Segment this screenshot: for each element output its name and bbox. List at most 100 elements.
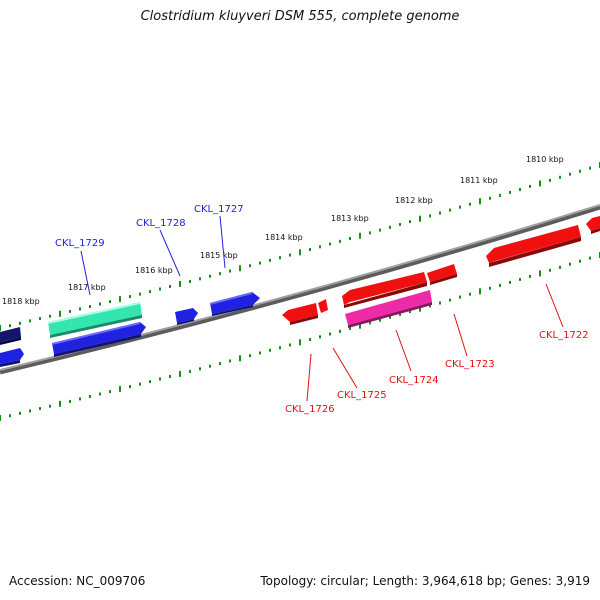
minor-tick (109, 390, 111, 394)
major-tick (299, 339, 301, 346)
minor-tick (399, 222, 401, 226)
minor-tick (199, 367, 201, 371)
minor-tick (389, 315, 391, 319)
minor-tick (439, 301, 441, 305)
gene-arrow-blue-edge[interactable] (0, 348, 24, 367)
gene-arrow-ckl-1729[interactable] (48, 302, 142, 338)
minor-tick (569, 172, 571, 176)
major-tick (479, 288, 481, 295)
major-tick (479, 198, 481, 205)
minor-tick (189, 369, 191, 373)
gene-arrow-ckl-1725[interactable] (342, 272, 427, 308)
major-tick (59, 400, 61, 407)
minor-tick (319, 245, 321, 249)
minor-tick (229, 359, 231, 363)
minor-tick (559, 175, 561, 179)
scale-labels: 1818 kbp 1817 kbp 1816 kbp 1815 kbp 1814… (2, 155, 564, 306)
gene-arrow-dark[interactable] (0, 327, 21, 345)
scale-ticks-bottom (0, 252, 600, 421)
minor-tick (549, 268, 551, 272)
minor-tick (99, 302, 101, 306)
gene-label-ckl-1724: CKL_1724 (389, 375, 439, 386)
minor-tick (449, 298, 451, 302)
minor-tick (189, 279, 191, 283)
minor-tick (549, 178, 551, 182)
major-tick (359, 322, 361, 329)
minor-tick (139, 292, 141, 296)
gene-label-ckl-1726: CKL_1726 (285, 404, 335, 415)
minor-tick (339, 239, 341, 243)
gene-arrow-ckl-1722[interactable] (486, 225, 581, 267)
minor-tick (169, 285, 171, 288)
gene-arrow-ckl-1728[interactable] (175, 308, 198, 325)
minor-tick (19, 411, 21, 415)
gene-arrow-ckl-1724[interactable] (345, 290, 432, 328)
minor-tick (39, 407, 41, 411)
minor-tick (579, 169, 581, 173)
leader-ckl-1724 (395, 329, 412, 372)
minor-tick (409, 220, 411, 224)
major-tick (539, 270, 541, 277)
minor-tick (309, 248, 311, 251)
label-leaders (80, 215, 564, 402)
scale-label: 1818 kbp (2, 297, 40, 306)
scale-label: 1814 kbp (265, 233, 303, 242)
gene-arrow-red-edge[interactable] (586, 216, 600, 234)
minor-tick (139, 382, 141, 386)
minor-tick (329, 332, 331, 336)
minor-tick (9, 324, 11, 328)
minor-tick (19, 321, 21, 325)
minor-tick (279, 256, 281, 260)
minor-tick (219, 362, 221, 366)
minor-tick (509, 280, 511, 284)
minor-tick (469, 292, 471, 296)
minor-tick (109, 300, 111, 304)
minor-tick (529, 274, 531, 278)
minor-tick (339, 329, 341, 333)
minor-tick (69, 399, 71, 403)
leader-ckl-1723 (453, 313, 468, 357)
scale-label: 1810 kbp (526, 155, 564, 164)
gene-arrow-ckl-1726[interactable] (282, 299, 328, 325)
minor-tick (199, 277, 201, 281)
major-tick (59, 310, 61, 317)
gene-label-ckl-1725: CKL_1725 (337, 390, 387, 401)
major-tick (419, 215, 421, 222)
leader-ckl-1727 (219, 215, 226, 269)
minor-tick (349, 237, 351, 240)
minor-tick (219, 272, 221, 276)
gene-label-ckl-1727: CKL_1727 (194, 204, 244, 215)
minor-tick (149, 380, 151, 384)
map-title: Clostridium kluyveri DSM 555, complete g… (140, 9, 460, 24)
minor-tick (89, 395, 91, 398)
gene-arrow-blue-long[interactable] (52, 322, 146, 357)
minor-tick (319, 335, 321, 339)
minor-tick (29, 409, 31, 413)
major-tick (419, 305, 421, 312)
minor-tick (369, 321, 371, 325)
minor-tick (209, 364, 211, 368)
gene-arrow-ckl-1727[interactable] (210, 292, 260, 316)
gene-label-ckl-1723: CKL_1723 (445, 359, 495, 370)
minor-tick (39, 317, 41, 321)
topology-summary: Topology: circular; Length: 3,964,618 bp… (260, 574, 590, 588)
minor-tick (589, 166, 591, 170)
leader-ckl-1722 (545, 283, 564, 328)
gene-arrow-red-small[interactable] (427, 264, 457, 285)
accession-text: Accession: NC_009706 (9, 574, 146, 588)
minor-tick (269, 348, 271, 352)
minor-tick (409, 310, 411, 314)
minor-tick (459, 295, 461, 299)
minor-tick (439, 211, 441, 215)
major-tick (179, 370, 181, 377)
backbone-line (0, 204, 600, 375)
minor-tick (149, 290, 151, 294)
minor-tick (569, 262, 571, 266)
minor-tick (259, 261, 261, 265)
major-tick (359, 232, 361, 239)
minor-tick (589, 256, 591, 260)
minor-tick (399, 312, 401, 316)
minor-tick (389, 225, 391, 229)
minor-tick (499, 193, 501, 197)
